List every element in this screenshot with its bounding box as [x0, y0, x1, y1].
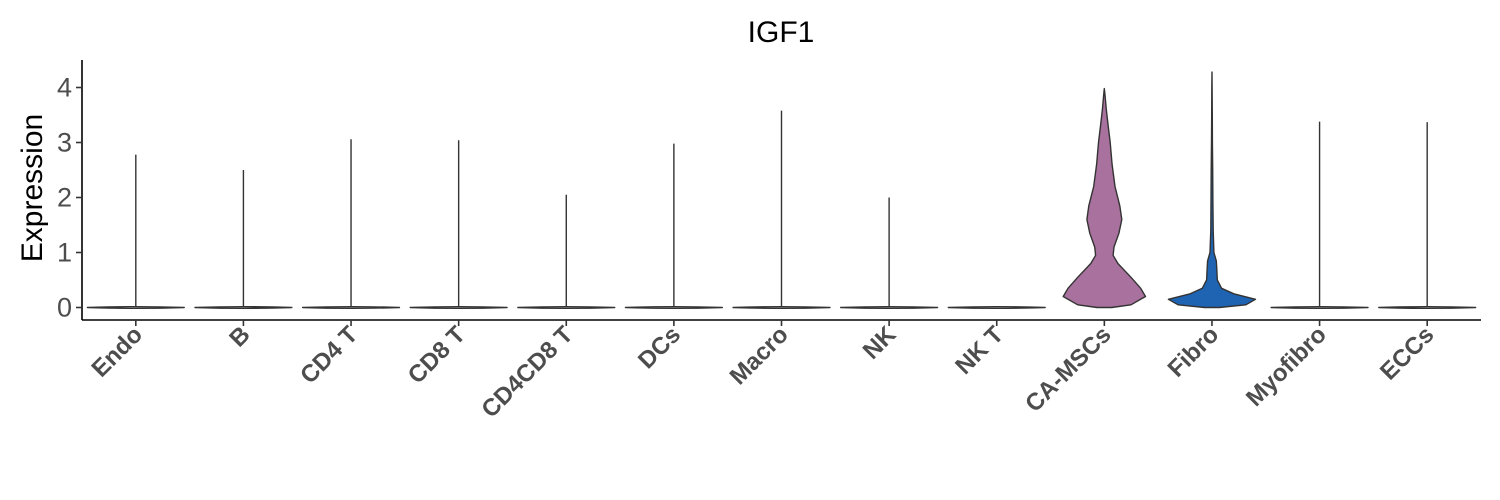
x-tick-label: NK: [858, 321, 902, 365]
y-axis-label: Expression: [16, 114, 49, 262]
violin-dcs: [624, 306, 724, 309]
violin-fibro: [1167, 71, 1257, 309]
violin-nk-t: [947, 306, 1046, 309]
x-tick-label: DCs: [633, 321, 686, 374]
y-tick-label: 3: [57, 128, 72, 158]
violin-endo: [86, 306, 185, 309]
violin-myofibro: [1270, 306, 1369, 309]
violin-ca-mscs: [1062, 87, 1147, 309]
violin-b: [194, 306, 293, 309]
x-tick-label: Endo: [87, 321, 149, 383]
x-tick-label: CD8 T: [403, 321, 471, 389]
y-tick-label: 1: [57, 238, 72, 268]
x-ticks: Endo B CD4 T CD8 T CD4CD8 T DCs Macro NK NK T CA-…: [87, 320, 1439, 423]
x-tick-label: CD4 T: [295, 321, 363, 389]
x-tick-label: Myofibro: [1241, 321, 1332, 412]
chart-title: IGF1: [748, 16, 815, 49]
x-tick-label: NK T: [950, 321, 1009, 380]
x-tick-label: Macro: [725, 321, 794, 390]
y-tick-label: 2: [57, 183, 72, 213]
x-tick-label: CD4CD8 T: [476, 321, 578, 423]
violin-nk: [839, 306, 939, 309]
violin-cd4-t: [301, 306, 401, 309]
x-tick-label: ECCs: [1375, 321, 1439, 385]
violin-cd4cd8-t: [517, 306, 616, 309]
x-tick-label: CA-MSCs: [1020, 321, 1116, 417]
violin-eccs: [1378, 306, 1477, 309]
violins: [86, 71, 1477, 309]
y-tick-label: 4: [57, 73, 72, 103]
y-tick-label: 0: [57, 293, 72, 323]
violin-macro: [732, 306, 831, 309]
x-tick-label: B: [224, 321, 255, 352]
x-tick-label: Fibro: [1163, 321, 1225, 383]
violin-cd8-t: [409, 306, 508, 309]
y-ticks: 0 1 2 3 4: [57, 73, 82, 323]
